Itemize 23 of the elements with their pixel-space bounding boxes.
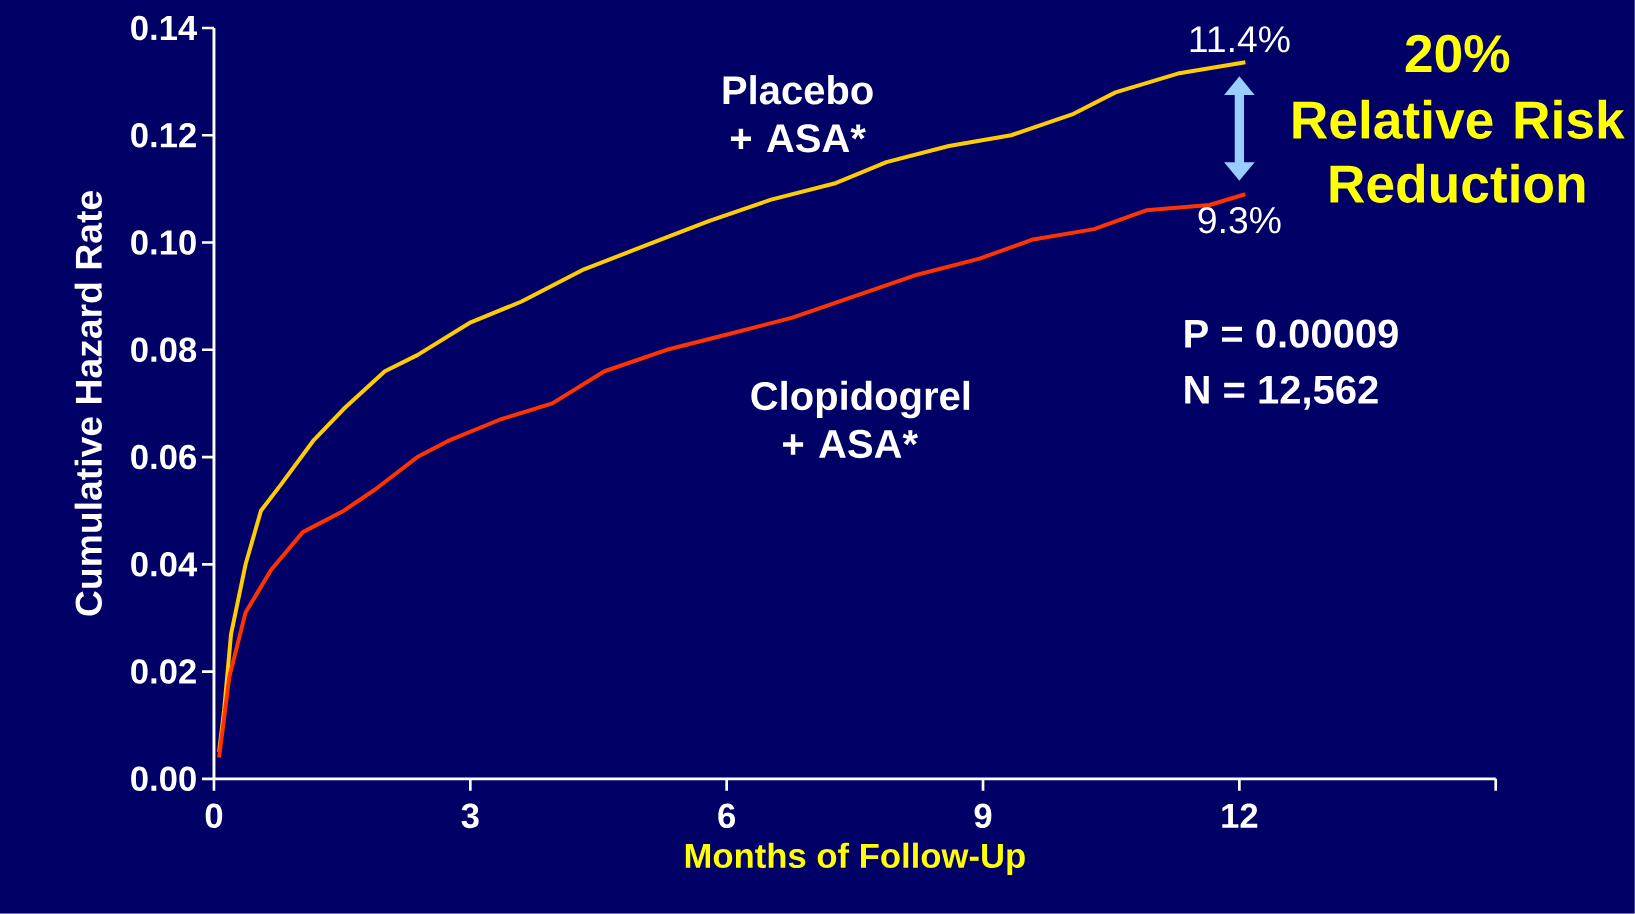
x-tick-label: 9	[974, 803, 992, 829]
y-tick-label: 0.04	[131, 552, 198, 577]
y-tick-label: 0.02	[131, 659, 196, 684]
x-tick-label: 0	[205, 803, 223, 829]
series-label: Placebo + ASA*	[723, 75, 873, 153]
x-axis-title: Months of Follow-Up	[685, 842, 1025, 876]
annotation: 11.4%	[1190, 26, 1290, 53]
x-tick-label: 12	[1222, 803, 1258, 828]
y-tick-label: 0.06	[131, 444, 196, 470]
annotation: 9.3%	[1198, 207, 1281, 234]
y-tick-label: 0.14	[131, 15, 198, 41]
y-tick-label: 0.10	[131, 230, 196, 255]
y-tick-label: 0.08	[131, 337, 197, 363]
annotation: 20%	[1405, 34, 1510, 73]
x-tick-label: 3	[461, 803, 479, 829]
annotation: N = 12,562	[1185, 375, 1378, 410]
y-axis-title: Cumulative Hazard Rate	[74, 191, 102, 616]
y-tick-label: 0.12	[131, 123, 196, 148]
y-tick-label: 0.00	[131, 766, 196, 792]
annotation: Relative Risk Reduction	[1293, 99, 1625, 203]
series-label: Clopidogrel + ASA*	[751, 380, 970, 459]
annotation: P = 0.00009	[1185, 319, 1398, 348]
x-tick-label: 6	[718, 803, 736, 829]
